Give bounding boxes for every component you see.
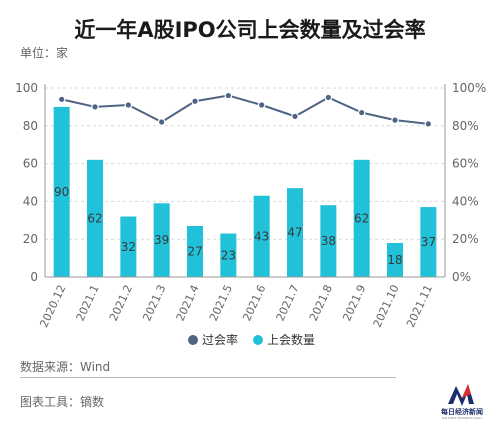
y-left-tick-label: 40: [23, 194, 38, 208]
rate-point: [291, 112, 299, 121]
legend-count-label: 上会数量: [267, 332, 315, 347]
bar-value-label: 18: [387, 253, 402, 267]
rate-point: [157, 118, 166, 126]
bar-value-label: 38: [321, 234, 336, 248]
chart-title: 近一年A股IPO公司上会数量及过会率: [74, 18, 426, 42]
x-tick-label: 2021.3: [140, 283, 168, 323]
bar-value-label: 27: [187, 244, 202, 258]
bar: [253, 195, 270, 277]
x-tick-label: 2021.5: [207, 283, 235, 323]
bar: [153, 203, 170, 277]
y-right-tick-label: 60%: [452, 157, 479, 171]
y-left-tick-label: 100: [15, 81, 38, 95]
bar: [420, 207, 437, 277]
y-left-tick-label: 60: [23, 157, 38, 171]
bar: [220, 233, 237, 277]
y-right-tick-label: 20%: [452, 232, 479, 246]
bar: [53, 106, 70, 278]
y-right-tick-label: 0%: [452, 270, 471, 284]
rate-point: [91, 103, 99, 111]
legend-count-marker: [253, 335, 263, 345]
source-note: 数据来源：Wind: [20, 360, 111, 374]
bar-value-label: 62: [87, 211, 102, 225]
combo-chart: 0 20 40 60 80 100 0% 20% 40% 60% 80% 100% 90 62 32 39 27…: [15, 81, 486, 347]
x-tick-label: 2021.10: [371, 283, 402, 330]
unit-label: 单位：家: [20, 46, 69, 60]
logo-name: 每日经济新闻: [441, 408, 483, 416]
x-tick-label: 2021.4: [174, 283, 202, 323]
bar-value-label: 39: [154, 233, 169, 247]
legend-rate-label: 过会率: [202, 332, 238, 347]
bar: [187, 225, 203, 277]
y-left-tick-label: 80: [23, 119, 38, 133]
y-right-tick-label: 80%: [452, 119, 479, 133]
x-tick-label: 2021.8: [307, 283, 335, 323]
rate-point: [357, 108, 366, 117]
rate-point: [57, 95, 66, 104]
bar-value-label: 47: [287, 226, 302, 240]
bar: [120, 216, 137, 277]
y-right-tick-label: 100%: [452, 81, 486, 95]
x-tick-label: 2021.9: [340, 283, 368, 323]
bar: [287, 188, 303, 277]
rate-point: [224, 91, 233, 100]
rate-point: [191, 97, 199, 106]
bar-value-label: 90: [54, 185, 69, 199]
bar: [87, 159, 103, 277]
rate-point: [424, 120, 433, 128]
bar: [353, 159, 370, 277]
bar-value-label: 23: [221, 248, 236, 262]
legend-rate-marker: [188, 335, 198, 345]
bar: [387, 242, 403, 277]
x-tick-label: 2021.11: [404, 283, 435, 330]
rate-point: [391, 116, 399, 124]
rate-line: [61, 94, 429, 125]
divider: [20, 377, 396, 378]
x-tick-label: 2021.1: [74, 283, 102, 323]
bar-value-label: 62: [354, 211, 369, 225]
x-tick-label: 2021.2: [107, 283, 135, 323]
bar-value-label: 43: [254, 229, 269, 243]
y-left-tick-label: 0: [30, 270, 38, 284]
logo-subtitle: NATIONAL BUSINESS DAILY: [441, 416, 483, 420]
tool-note: 图表工具：镝数: [20, 395, 105, 409]
x-tick-label: 2021.7: [274, 283, 302, 323]
y-right-tick-label: 40%: [452, 194, 479, 208]
y-left-tick-label: 20: [23, 232, 38, 246]
rate-point: [324, 93, 333, 102]
x-tick-label: 2021.6: [240, 283, 268, 323]
nbd-logo: [448, 384, 474, 406]
bar-value-label: 37: [421, 235, 436, 249]
rate-point: [124, 101, 133, 109]
bar: [320, 205, 337, 277]
bar-value-label: 32: [121, 240, 136, 254]
x-tick-label: 2020.12: [37, 283, 68, 330]
rate-point: [257, 101, 266, 109]
